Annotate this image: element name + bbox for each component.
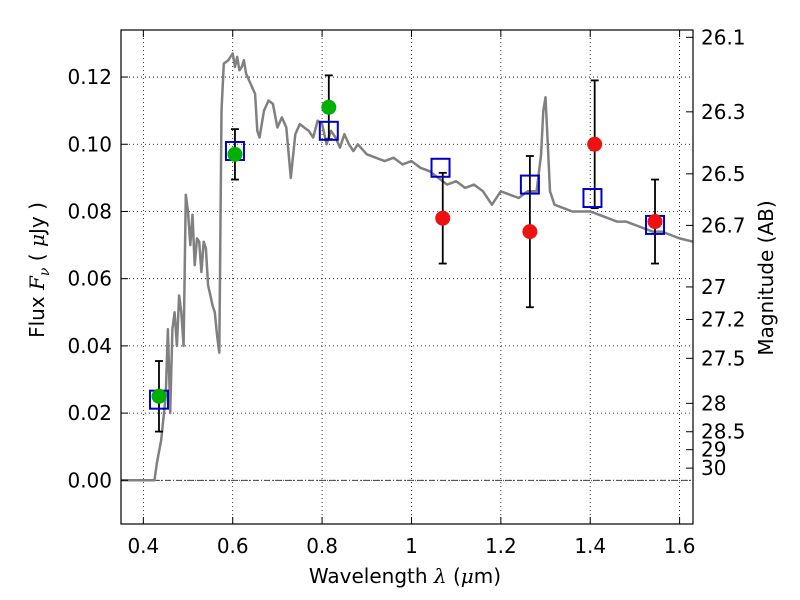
y-tick-label: 0.04 xyxy=(67,334,112,358)
x-tick-label: 0.6 xyxy=(217,534,249,558)
x-tick-label: 1.6 xyxy=(664,534,696,558)
x-tick-label: 0.4 xyxy=(127,534,159,558)
y-tick-label: 0.00 xyxy=(67,468,112,492)
plot-frame xyxy=(120,29,694,525)
detection-point xyxy=(227,146,243,162)
x-tick-label: 0.8 xyxy=(306,534,338,558)
magnitude-tick-label: 30 xyxy=(701,456,726,480)
magnitude-tick-label: 26.5 xyxy=(701,162,746,186)
y-axis-label: Flux Fν ( μJy ) xyxy=(25,202,53,338)
marker-layer xyxy=(148,99,666,410)
magnitude-tick-label: 28.5 xyxy=(701,420,746,444)
non-detection-point xyxy=(647,214,663,230)
x-tick-label: 1.2 xyxy=(485,534,517,558)
magnitude-tick-label: 26.1 xyxy=(701,25,746,49)
magnitude-tick-label: 27.5 xyxy=(701,346,746,370)
detection-point xyxy=(151,388,167,404)
y-tick-label: 0.06 xyxy=(67,267,112,291)
x-axis-ticks: 0.4 0.6 0.8 1 1.2 1.4 1.6 xyxy=(127,30,696,558)
y-tick-label: 0.02 xyxy=(67,401,112,425)
magnitude-tick-label: 26.7 xyxy=(701,213,746,237)
sed-model-layer xyxy=(121,52,694,482)
y-tick-label: 0.10 xyxy=(67,132,112,156)
y-axis-ticks: 0.00 0.02 0.04 0.06 0.08 0.10 0.12 xyxy=(67,65,128,492)
model-photometry-square xyxy=(519,174,540,195)
model-photometry-square xyxy=(430,157,451,178)
non-detection-point xyxy=(522,224,538,240)
non-detection-point xyxy=(435,210,451,226)
magnitude-tick-label: 27.2 xyxy=(701,307,746,331)
detection-point xyxy=(321,99,337,115)
model-photometry-square xyxy=(582,188,603,209)
x-axis-label: Wavelength λ (μm) xyxy=(309,564,501,588)
y-tick-label: 0.08 xyxy=(67,199,112,223)
sed-model-line xyxy=(121,52,694,482)
magnitude-tick-label: 26.3 xyxy=(701,100,746,124)
errorbar-layer xyxy=(154,74,660,433)
non-detection-point xyxy=(587,136,603,152)
x-tick-label: 1.4 xyxy=(574,534,606,558)
y-tick-label: 0.12 xyxy=(67,65,112,89)
magnitude-tick-label: 28 xyxy=(701,391,726,415)
magnitude-axis-label: Magnitude (AB) xyxy=(754,200,778,355)
magnitude-tick-label: 27 xyxy=(701,275,726,299)
x-tick-label: 1 xyxy=(405,534,418,558)
model-photometry-square xyxy=(318,120,339,141)
magnitude-tick-label: 29 xyxy=(701,438,726,462)
